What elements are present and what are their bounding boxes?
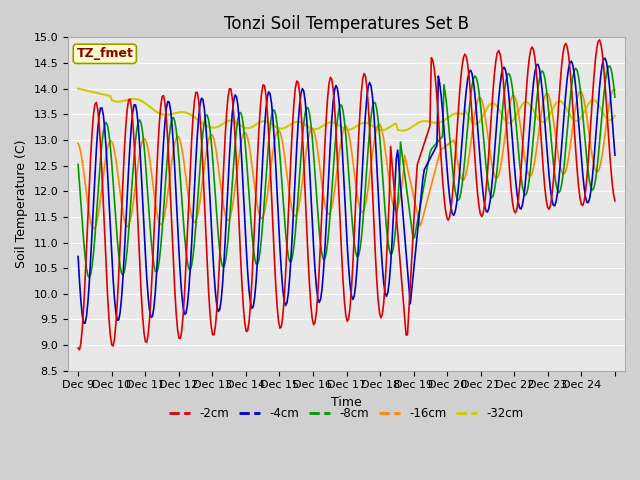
Title: Tonzi Soil Temperatures Set B: Tonzi Soil Temperatures Set B bbox=[224, 15, 469, 33]
Y-axis label: Soil Temperature (C): Soil Temperature (C) bbox=[15, 140, 28, 268]
Legend: -2cm, -4cm, -8cm, -16cm, -32cm: -2cm, -4cm, -8cm, -16cm, -32cm bbox=[164, 402, 529, 425]
X-axis label: Time: Time bbox=[331, 396, 362, 409]
Text: TZ_fmet: TZ_fmet bbox=[76, 48, 133, 60]
